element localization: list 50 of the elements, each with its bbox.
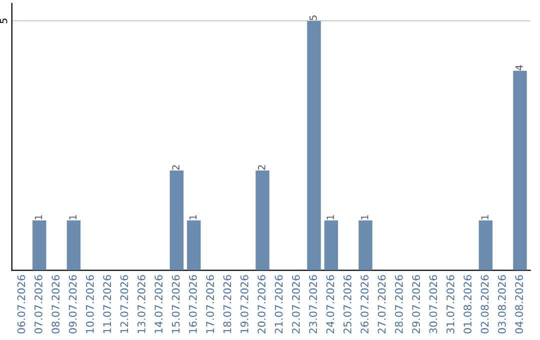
data-label: 1 — [34, 215, 42, 220]
x-tick-label: 15.07.2026 — [172, 275, 180, 333]
x-tick-label: 26.07.2026 — [360, 275, 369, 334]
x-tick-label: 17.07.2026 — [206, 275, 214, 333]
bar — [170, 170, 184, 270]
bar — [478, 220, 493, 270]
bar — [256, 170, 270, 270]
x-tick-label: 12.07.2026 — [120, 275, 128, 333]
x-tick-label: 04.08.2026 — [515, 275, 524, 334]
x-tick-label: 16.07.2026 — [188, 275, 197, 333]
x-tick-label: 31.07.2026 — [446, 275, 454, 334]
x-tick-label: 02.08.2026 — [480, 275, 489, 334]
bar — [513, 70, 527, 270]
data-label: 1 — [326, 215, 334, 220]
bar — [324, 220, 338, 270]
data-label: 1 — [189, 215, 197, 220]
x-tick-label: 14.07.2026 — [154, 275, 163, 333]
x-tick-label: 01.08.2026 — [464, 275, 472, 334]
data-label: 1 — [481, 215, 488, 220]
x-tick-label: 10.07.2026 — [86, 275, 94, 333]
x-tick-label: 23.07.2026 — [309, 275, 318, 334]
x-tick-label: 07.07.2026 — [34, 275, 42, 334]
x-tick-label: 27.07.2026 — [378, 275, 386, 334]
x-tick-label: 13.07.2026 — [137, 275, 146, 333]
bar — [66, 220, 81, 270]
x-tick-label: 08.07.2026 — [52, 275, 60, 334]
x-tick-label: 29.07.2026 — [412, 275, 420, 334]
bar — [32, 220, 46, 270]
x-tick-label: 09.07.2026 — [68, 275, 77, 334]
x-tick-label: 24.07.2026 — [326, 275, 334, 334]
bar — [186, 220, 201, 270]
x-tick-label: 06.07.2026 — [17, 275, 26, 334]
x-tick-label: 21.07.2026 — [274, 275, 283, 334]
x-tick-label: 19.07.2026 — [240, 275, 248, 333]
data-label: 2 — [172, 165, 180, 170]
data-label: 2 — [258, 165, 266, 170]
x-tick-label: 22.07.2026 — [292, 275, 300, 334]
data-label: 1 — [361, 215, 368, 220]
x-tick-label: 25.07.2026 — [343, 275, 352, 334]
x-tick-label: 28.07.2026 — [394, 275, 403, 334]
data-label: 4 — [516, 65, 523, 70]
bar — [358, 220, 372, 270]
x-tick-label: 18.07.2026 — [223, 275, 232, 333]
bar — [307, 20, 321, 270]
x-tick-label: 30.07.2026 — [429, 275, 438, 334]
x-tick-label: 20.07.2026 — [258, 275, 266, 334]
data-label: 5 — [310, 16, 317, 20]
x-tick-label: 03.08.2026 — [498, 275, 506, 334]
data-label: 1 — [69, 215, 76, 220]
x-tick-label: 11.07.2026 — [103, 275, 112, 333]
